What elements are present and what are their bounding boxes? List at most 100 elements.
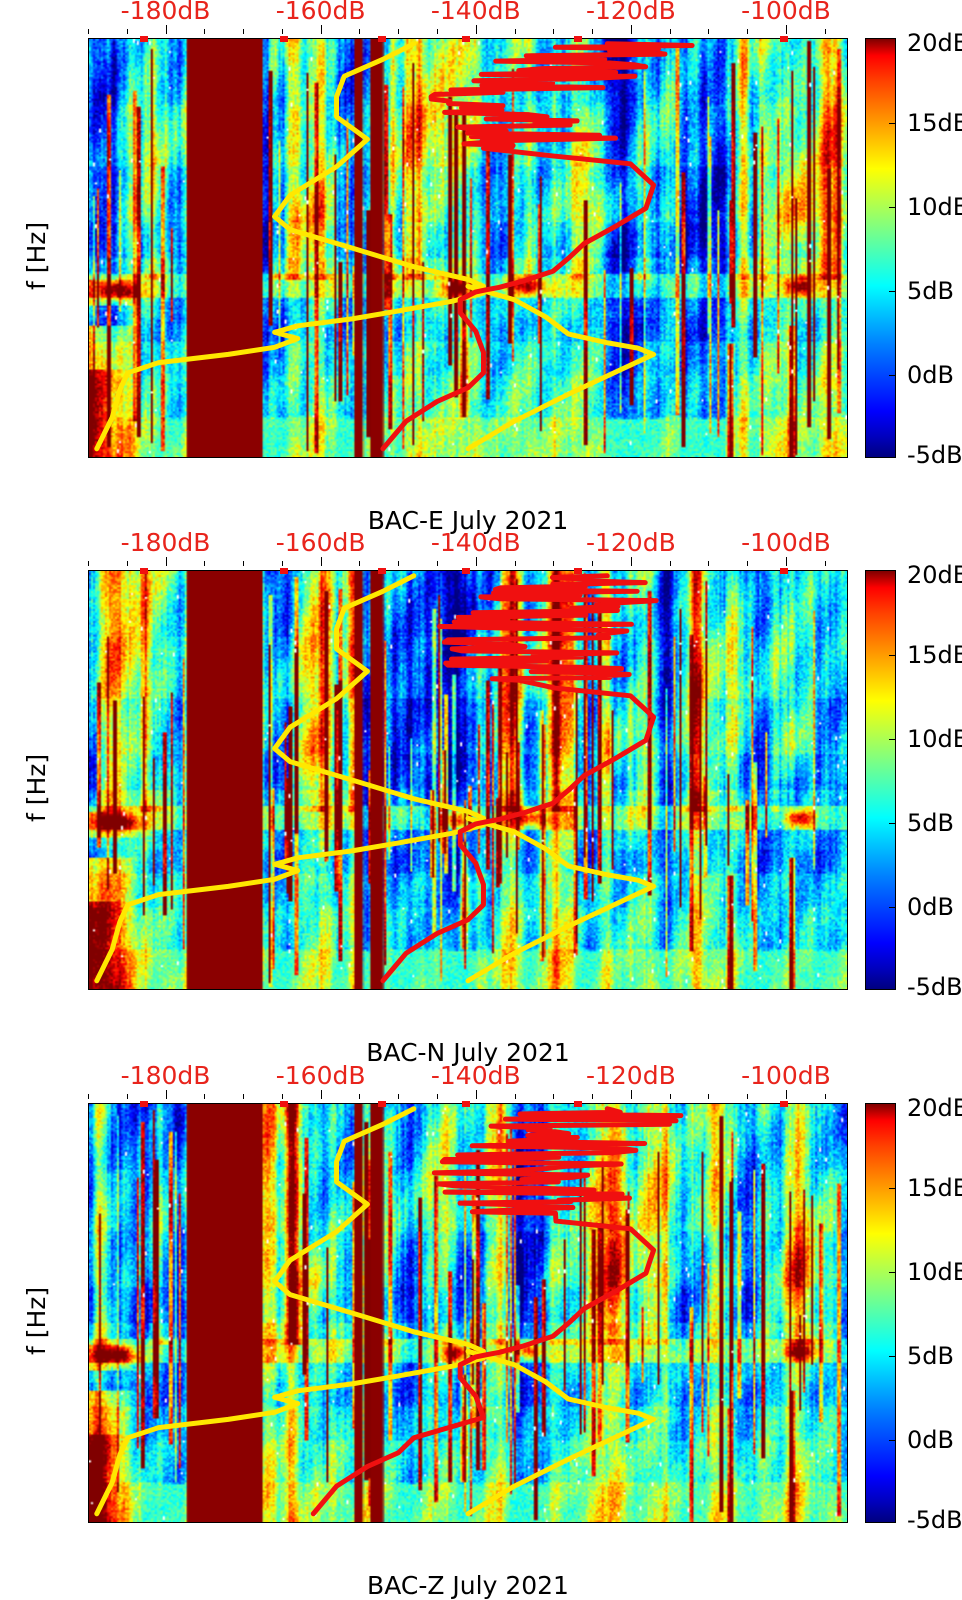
y-axis-minor-tick-right [847, 438, 848, 439]
psd-axis-label: -140dB [430, 1061, 521, 1090]
y-axis-minor-tick-right [847, 1404, 848, 1405]
psd-axis-minor-tick [669, 1094, 671, 1099]
y-axis-minor-tick-right [847, 791, 848, 792]
percentile-curve-upper [94, 573, 486, 984]
y-axis-minor-tick [88, 781, 89, 782]
y-axis-minor-tick-right [847, 878, 848, 879]
x-axis-tick [89, 989, 90, 990]
x-axis-tick [530, 989, 531, 990]
y-axis-minor-tick [88, 144, 89, 145]
psd-axis-label: -100dB [741, 0, 831, 25]
psd-axis-minor-tick [436, 561, 438, 566]
y-axis-tick-right [847, 427, 848, 428]
y-axis-tick [88, 1177, 89, 1178]
psd-axis-minor-tick [592, 29, 594, 34]
y-axis-minor-tick-right [847, 760, 848, 761]
psd-axis-minor-tick [359, 561, 361, 566]
y-axis-minor-tick [88, 339, 89, 340]
y-axis-minor-tick [88, 1188, 89, 1189]
y-axis-minor-tick [88, 699, 89, 700]
spectrogram-plot-bac-e: 10110010-110-201030507091113151719212325… [88, 38, 848, 458]
y-axis-minor-tick-right [847, 686, 848, 687]
x-axis-tick [824, 457, 825, 458]
psd-axis-minor-tick [204, 1094, 206, 1099]
y-axis-minor-tick [88, 49, 89, 50]
psd-axis-minor-tick [204, 29, 206, 34]
y-axis-minor-tick [88, 396, 89, 397]
model-sample-marker [574, 568, 583, 574]
y-axis-minor-tick-right [847, 364, 848, 365]
psd-axis-label: -100dB [741, 528, 831, 557]
y-axis-minor-tick-right [847, 377, 848, 378]
y-axis-tick [88, 959, 89, 960]
psd-axis-minor-tick [708, 1094, 710, 1099]
colorbar-tick [889, 375, 895, 376]
x-axis-tick [579, 457, 580, 458]
y-axis-tick-right [847, 322, 848, 323]
y-axis-minor-tick [88, 976, 89, 977]
y-axis-minor-tick [88, 81, 89, 82]
y-axis-minor-tick [88, 1146, 89, 1147]
y-axis-minor-tick [88, 676, 89, 677]
x-axis-tick [628, 989, 629, 990]
y-axis-minor-tick-right [847, 773, 848, 774]
y-axis-minor-tick-right [847, 964, 848, 965]
y-axis-minor-tick [88, 377, 89, 378]
psd-axis-label: -100dB [741, 1061, 831, 1090]
psd-axis-label: -160dB [275, 528, 366, 557]
colorbar-tick [889, 739, 895, 740]
colorbar-tick-label: 10dB [907, 725, 962, 753]
x-axis-tick [775, 989, 776, 990]
psd-axis-minor-tick [243, 561, 245, 566]
colorbar-tick-label: 5dB [907, 277, 954, 305]
x-axis-tick [236, 457, 237, 458]
y-axis-minor-tick [88, 1509, 89, 1510]
psd-axis-tick [165, 25, 167, 34]
y-axis-minor-tick [88, 333, 89, 334]
colorbar-tick-label: 0dB [907, 893, 954, 921]
y-axis-minor-tick-right [847, 1429, 848, 1430]
y-axis-minor-tick [88, 259, 89, 260]
colorbar-tick [889, 655, 895, 656]
colorbar-tick-label: 20dB [907, 561, 962, 589]
x-axis-tick [432, 457, 433, 458]
y-axis-minor-tick [88, 896, 89, 897]
y-axis-minor-tick [88, 823, 89, 824]
y-axis-minor-tick-right [847, 668, 848, 669]
psd-axis-minor-tick [553, 29, 555, 34]
colorbar-tick-label: 10dB [907, 1258, 962, 1286]
y-axis-minor-tick-right [847, 1516, 848, 1517]
y-axis-minor-tick [88, 438, 89, 439]
y-axis-minor-tick-right [847, 1114, 848, 1115]
psd-axis-label: -180dB [120, 1061, 211, 1090]
percentile-curve-upper [94, 1106, 486, 1517]
y-axis-tick-right [847, 959, 848, 960]
colorbar-tick-label: 0dB [907, 361, 954, 389]
y-axis-minor-tick [88, 1287, 89, 1288]
y-axis-tick-right [847, 644, 848, 645]
y-axis-minor-tick-right [847, 81, 848, 82]
psd-axis-tick [630, 25, 632, 34]
y-axis-minor-tick-right [847, 129, 848, 130]
y-axis-minor-tick-right [847, 1306, 848, 1307]
x-axis-tick [579, 989, 580, 990]
y-axis-minor-tick [88, 444, 89, 445]
y-axis-minor-tick-right [847, 117, 848, 118]
psd-axis-minor-tick [88, 1094, 89, 1099]
x-axis-tick [138, 1522, 139, 1523]
y-axis-minor-tick-right [847, 655, 848, 656]
y-axis-minor-tick-right [847, 39, 848, 40]
y-axis-minor-tick [88, 1232, 89, 1233]
y-axis-minor-tick [88, 1306, 89, 1307]
y-axis-minor-tick-right [847, 144, 848, 145]
noise-model-curve [310, 1106, 684, 1517]
y-axis-minor-tick [88, 1442, 89, 1443]
y-axis-tick-right [847, 1282, 848, 1283]
panel-title-bac-n: BAC-N July 2021 [366, 1038, 570, 1067]
psd-axis-tick [475, 25, 477, 34]
y-axis-minor-tick-right [847, 62, 848, 63]
model-sample-marker [461, 568, 470, 574]
psd-axis-minor-tick [243, 1094, 245, 1099]
y-axis-minor-tick-right [847, 49, 848, 50]
y-axis-minor-tick [88, 655, 89, 656]
